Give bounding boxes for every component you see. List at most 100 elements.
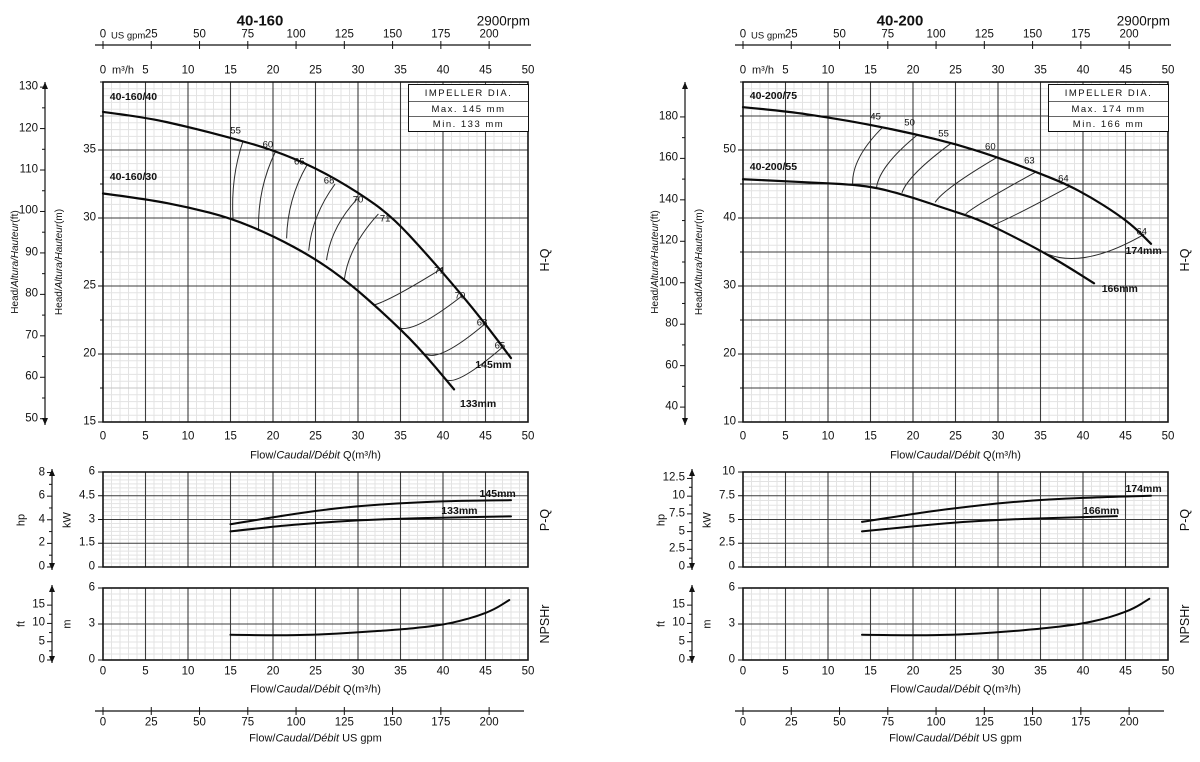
chart-svg [40, 41, 531, 715]
gpm-tick-label: 50 [193, 716, 206, 729]
m-tick-label: 35 [83, 143, 96, 156]
efficiency-contour [286, 164, 308, 239]
m3h-tick-label: 30 [351, 64, 365, 77]
efficiency-label: 65 [294, 156, 305, 168]
impeller-dia-header: IMPELLER DIA. [1064, 87, 1153, 99]
axis-arrow [42, 82, 48, 89]
gpm-tick-label: 25 [144, 716, 158, 729]
pq-curve-174mm [861, 494, 1152, 523]
gpm-tick-label: 50 [833, 28, 846, 41]
impeller-size-label: 166mm [1083, 504, 1120, 517]
impeller-size-label: 166mm [1101, 282, 1138, 295]
chart-svg [680, 41, 1171, 715]
impeller-size-label: 145mm [479, 487, 516, 500]
flow-tick-label: 5 [142, 665, 149, 678]
impeller-dia-max: Max. 145 mm [409, 101, 528, 116]
gpm-unit-label: US gpm [751, 29, 786, 41]
flow-tick-label: 25 [949, 665, 962, 678]
efficiency-contour [901, 142, 952, 194]
flow-tick-label: 15 [224, 665, 237, 678]
kw-tick-label: 10 [722, 465, 735, 478]
impeller-size-label: 145mm [475, 358, 512, 371]
pq-curve-145mm [229, 499, 512, 526]
hp-tick-label: 7.5 [669, 507, 685, 520]
efficiency-contour [875, 134, 918, 189]
npsh-curve [861, 597, 1151, 637]
gpm-tick-label: 100 [926, 716, 946, 729]
chart-canvas-area: 0 25 50 75 100 125 150 175 200 US gpm 0 5 10 15 20 25 30… [640, 0, 1200, 762]
npsh-side-label: NPSHr [537, 604, 552, 644]
m3h-tick-label: 25 [309, 64, 322, 77]
flow-tick-label: 25 [309, 665, 322, 678]
impeller-dia-box: IMPELLER DIA. Max. 145 mm Min. 133 mm [408, 84, 529, 132]
efficiency-label: 55 [230, 125, 241, 137]
flow-tick-label: 40 [436, 665, 450, 678]
chart-canvas-area: 0 25 50 75 100 125 150 175 200 US gpm 0 5 10 15 20 25 30… [10, 28, 552, 744]
flow-axis-label-m3h: Flow/Caudal/Débit Q(m³/h) [890, 683, 1021, 696]
flow-tick-label: 30 [991, 430, 1005, 443]
impeller-dia-header: IMPELLER DIA. [424, 87, 513, 99]
flow-tick-label: 20 [906, 665, 920, 678]
flow-tick-label: 10 [821, 665, 835, 678]
gpm-tick-label: 150 [1022, 28, 1043, 41]
axis-arrow [689, 469, 695, 476]
m3h-tick-label: 15 [864, 64, 877, 77]
impeller-size-label: 133mm [460, 398, 497, 411]
efficiency-contour [232, 140, 244, 220]
kw-tick-label: 6 [88, 465, 95, 478]
efficiency-contour [343, 213, 379, 280]
impeller-dia-max: Max. 174 mm [1049, 101, 1168, 116]
gpm-tick-label: 125 [974, 716, 994, 729]
gpm-tick-label: 25 [784, 28, 798, 41]
ft-tick-label: 100 [18, 204, 38, 217]
efficiency-contour [1045, 233, 1145, 259]
npsh-ft-axis-title: ft [15, 620, 28, 628]
ft-tick-label: 60 [665, 358, 678, 371]
gpm-tick-label: 175 [431, 716, 451, 729]
ft-tick-label: 50 [25, 411, 38, 424]
m3h-tick-label: 50 [1161, 64, 1175, 77]
efficiency-label: 50 [904, 117, 915, 129]
efficiency-label: 64 [1058, 172, 1069, 184]
gpm-tick-label: 125 [334, 716, 354, 729]
m-tick-label: 40 [723, 211, 736, 224]
curve-name-label: 40-200/55 [749, 160, 798, 173]
gpm-tick-label: 200 [1119, 716, 1139, 729]
flow-tick-label: 15 [864, 665, 877, 678]
gpm-tick-label: 150 [1022, 716, 1043, 729]
kw-tick-label: 2.5 [719, 536, 735, 549]
flow-tick-label: 30 [351, 665, 365, 678]
m3h-tick-label: 0 [739, 64, 747, 77]
efficiency-label: 68 [323, 175, 335, 187]
npsh-ft-tick-label: 0 [38, 653, 45, 666]
flow-tick-label: 10 [821, 430, 835, 443]
hq-side-label: H-Q [1177, 248, 1192, 272]
curve-name-label: 40-160/40 [109, 90, 158, 103]
npsh-side-label: NPSHr [1177, 604, 1192, 644]
m3h-tick-label: 0 [99, 64, 107, 77]
flow-tick-label: 15 [224, 430, 237, 443]
flow-tick-label: 25 [309, 430, 322, 443]
ft-tick-label: 110 [19, 163, 38, 176]
flow-tick-label: 40 [1076, 430, 1090, 443]
gpm-tick-label: 0 [99, 716, 107, 729]
flow-tick-label: 50 [1161, 665, 1175, 678]
ft-tick-label: 140 [658, 193, 678, 206]
npsh-m-tick-label: 6 [728, 581, 735, 594]
flow-axis-label-gpm: Flow/Caudal/Débit US gpm [889, 732, 1022, 745]
hp-tick-label: 2.5 [669, 542, 685, 555]
m3h-unit-label: m³/h [752, 64, 774, 77]
npsh-ft-tick-label: 5 [678, 634, 685, 647]
flow-tick-label: 45 [1119, 430, 1132, 443]
axis-arrow [682, 418, 688, 425]
flow-tick-label: 45 [1119, 665, 1132, 678]
flow-tick-label: 20 [906, 430, 920, 443]
npsh-ft-tick-label: 15 [32, 598, 45, 611]
ft-tick-label: 40 [665, 400, 678, 413]
ft-tick-label: 90 [25, 246, 38, 259]
gpm-tick-label: 0 [99, 28, 107, 41]
hp-tick-label: 4 [38, 513, 45, 526]
gpm-unit-label: US gpm [111, 29, 146, 41]
efficiency-contour [326, 198, 358, 261]
gpm-tick-label: 75 [881, 716, 895, 729]
